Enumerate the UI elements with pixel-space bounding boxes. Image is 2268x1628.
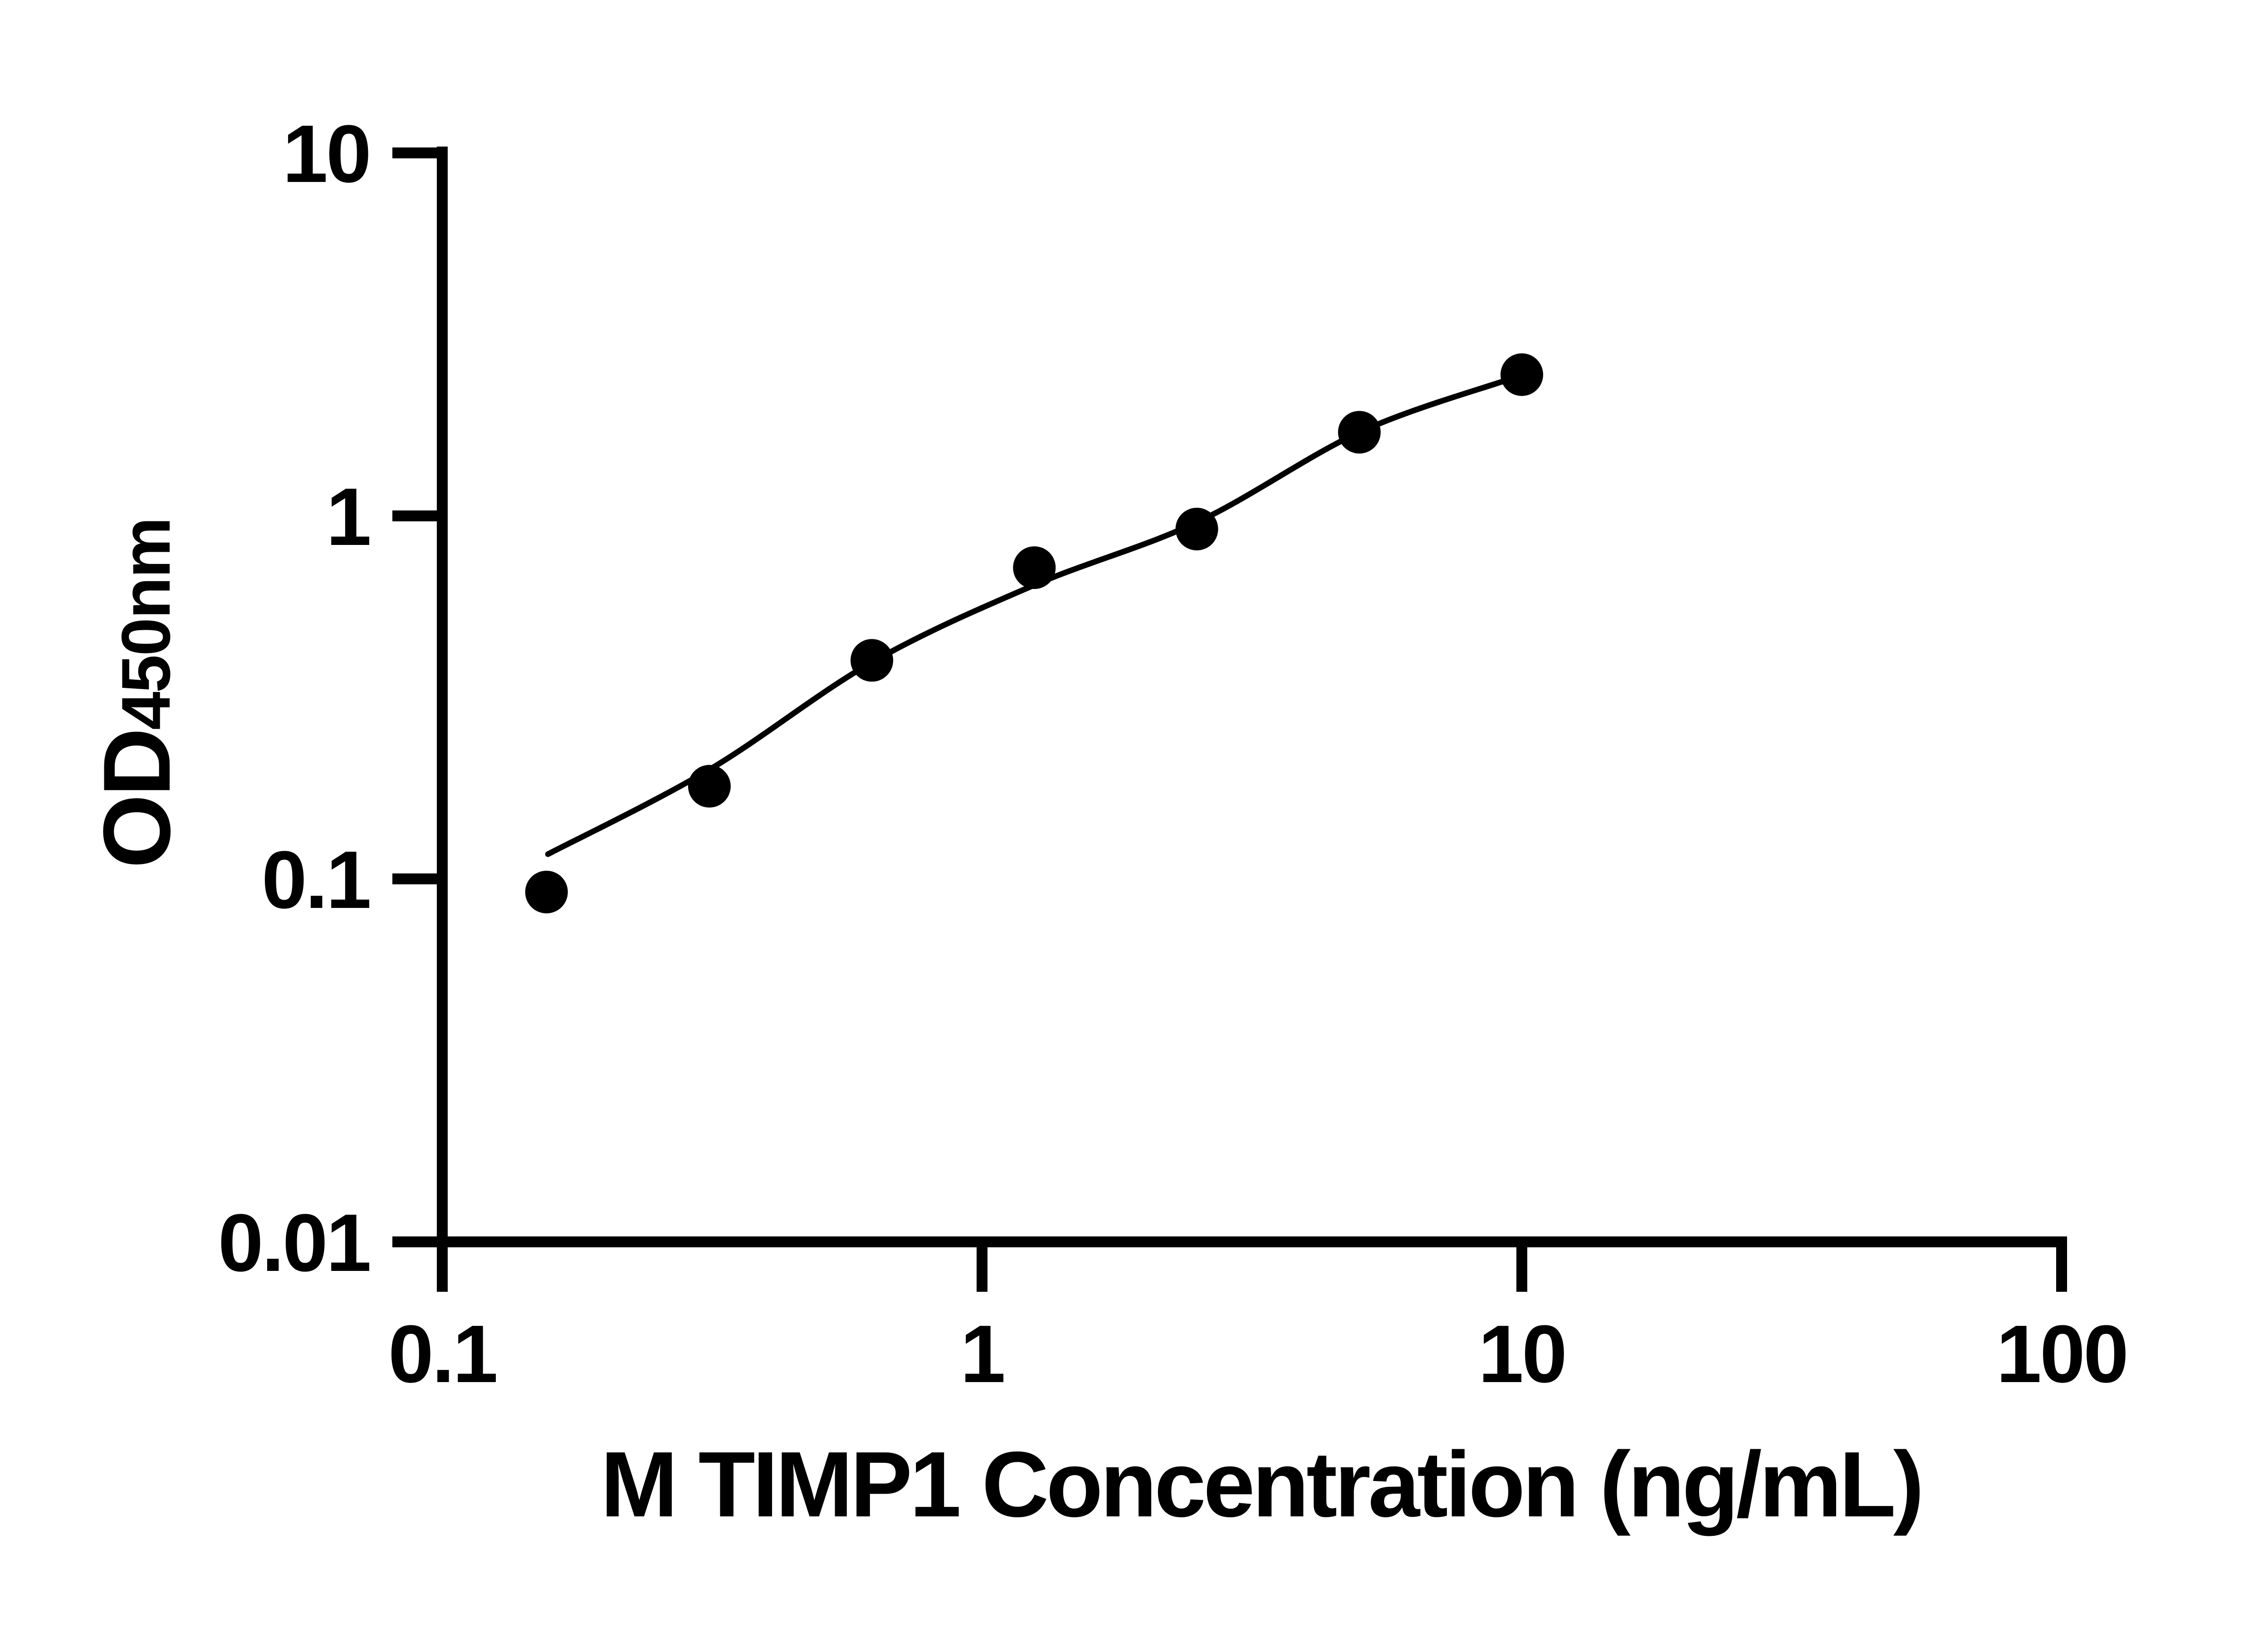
x-tick-label-1: 1 xyxy=(960,1309,1004,1400)
y-axis-title: OD450nm xyxy=(82,518,192,868)
data-point-6 xyxy=(1338,411,1381,454)
data-point-5 xyxy=(1175,508,1218,550)
y-tick-label-10: 10 xyxy=(283,108,370,200)
data-point-4 xyxy=(1013,546,1056,589)
data-point-7 xyxy=(1501,353,1543,396)
y-axis-title-main: OD xyxy=(83,730,190,868)
x-axis-title: M TIMP1 Concentration (ng/mL) xyxy=(600,1432,1924,1536)
x-tick-label-10: 10 xyxy=(1478,1309,1565,1400)
data-point-3 xyxy=(850,639,894,682)
data-point-2 xyxy=(688,765,731,808)
y-tick-label-0.1: 0.1 xyxy=(262,834,370,926)
x-tick-label-0.1: 0.1 xyxy=(388,1309,496,1400)
y-axis-title-sub: 450nm xyxy=(108,518,185,730)
data-point-1 xyxy=(525,871,568,913)
y-tick-label-0.01: 0.01 xyxy=(218,1197,370,1289)
y-tick-label-1: 1 xyxy=(326,471,370,563)
x-tick-label-100: 100 xyxy=(1996,1309,2127,1400)
